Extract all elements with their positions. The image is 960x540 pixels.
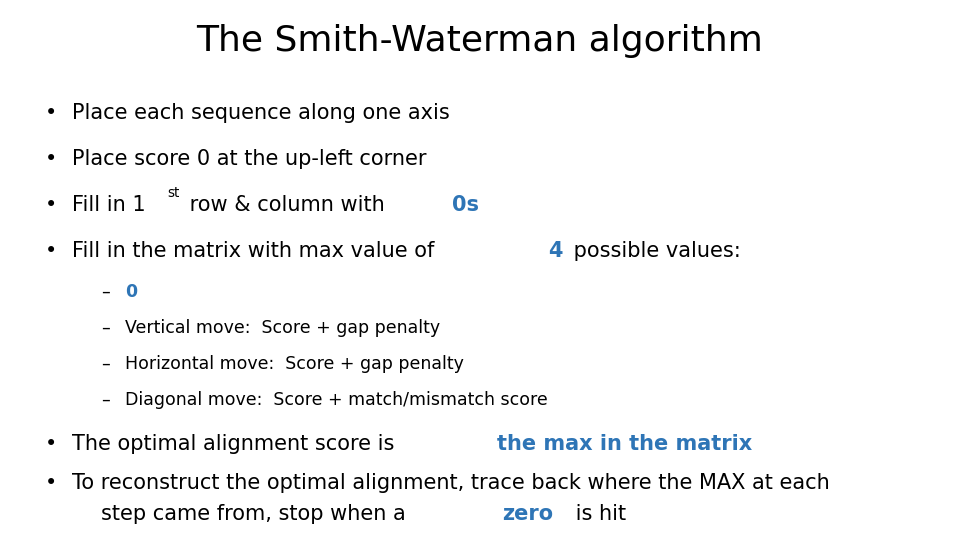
Text: The optimal alignment score is: The optimal alignment score is [72,434,401,454]
Text: –: – [101,282,109,301]
Text: Fill in the matrix with max value of: Fill in the matrix with max value of [72,241,441,261]
Text: •: • [45,434,58,454]
Text: st: st [167,186,180,200]
Text: –: – [101,391,109,409]
Text: Place score 0 at the up-left corner: Place score 0 at the up-left corner [72,149,426,170]
Text: row & column with: row & column with [183,195,392,215]
Text: The Smith-Waterman algorithm: The Smith-Waterman algorithm [197,24,763,58]
Text: step came from, stop when a: step came from, stop when a [101,504,412,524]
Text: Diagonal move:  Score + match/mismatch score: Diagonal move: Score + match/mismatch sc… [125,391,547,409]
Text: •: • [45,195,58,215]
Text: 0: 0 [125,282,137,301]
Text: Fill in 1: Fill in 1 [72,195,146,215]
Text: –: – [101,319,109,337]
Text: Horizontal move:  Score + gap penalty: Horizontal move: Score + gap penalty [125,355,464,373]
Text: Place each sequence along one axis: Place each sequence along one axis [72,103,449,124]
Text: 4: 4 [548,241,563,261]
Text: •: • [45,241,58,261]
Text: possible values:: possible values: [566,241,740,261]
Text: •: • [45,473,58,494]
Text: is hit: is hit [568,504,626,524]
Text: zero: zero [503,504,554,524]
Text: 0s: 0s [452,195,479,215]
Text: To reconstruct the optimal alignment, trace back where the MAX at each: To reconstruct the optimal alignment, tr… [72,473,829,494]
Text: the max in the matrix: the max in the matrix [496,434,752,454]
Text: •: • [45,149,58,170]
Text: •: • [45,103,58,124]
Text: –: – [101,355,109,373]
Text: Vertical move:  Score + gap penalty: Vertical move: Score + gap penalty [125,319,440,337]
